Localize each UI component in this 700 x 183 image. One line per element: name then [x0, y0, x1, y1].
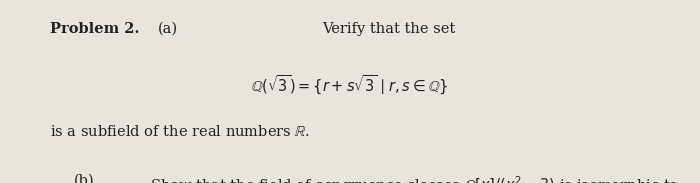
Text: Problem 2.: Problem 2.: [50, 22, 140, 36]
Text: (a): (a): [158, 22, 178, 36]
Text: is a subfield of the real numbers $\mathbb{R}$.: is a subfield of the real numbers $\math…: [50, 124, 311, 139]
Text: (b): (b): [74, 174, 94, 183]
Text: $\mathbb{Q}(\sqrt{3}) = \{r + s\sqrt{3} \mid r, s \in \mathbb{Q}\}$: $\mathbb{Q}(\sqrt{3}) = \{r + s\sqrt{3} …: [251, 74, 449, 97]
Text: Show that the field of congruence classes $\mathbb{Q}[x]/(x^2 - 3)$ is isomorphi: Show that the field of congruence classe…: [150, 174, 680, 183]
Text: Verify that the set: Verify that the set: [322, 22, 455, 36]
